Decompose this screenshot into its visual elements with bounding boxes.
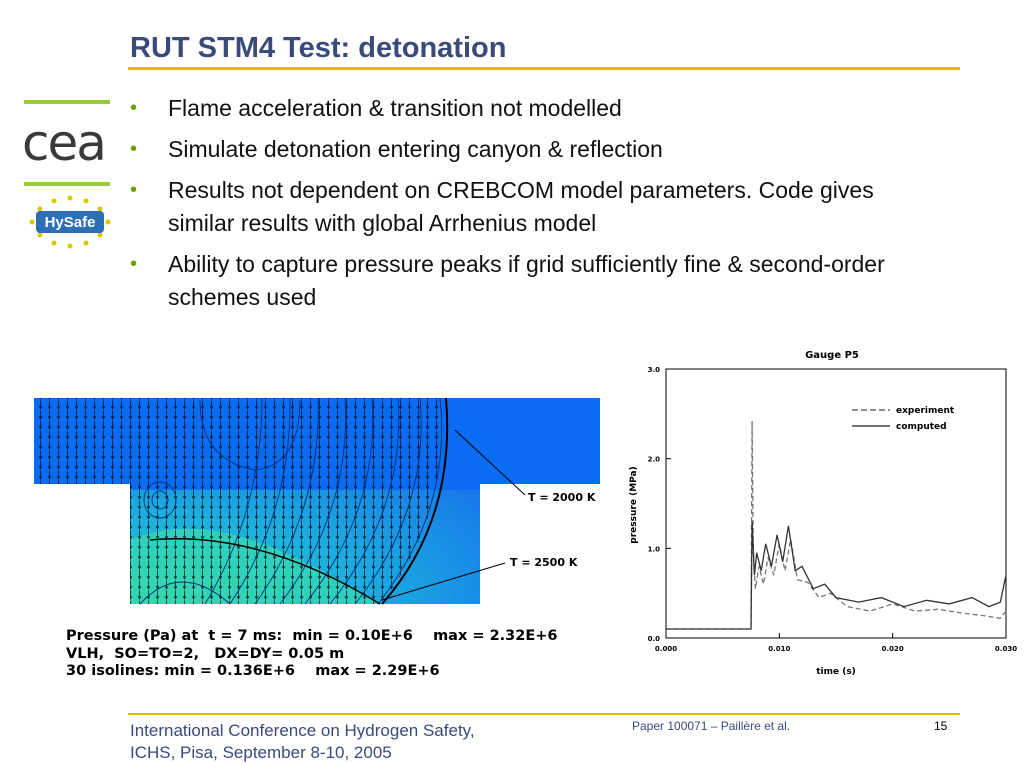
t2500-label: T = 2500 K <box>510 556 578 569</box>
t2000-leader <box>454 429 526 496</box>
legend-label: experiment <box>896 406 955 416</box>
t2000-label: T = 2000 K <box>528 491 596 504</box>
x-tick-label: 0.000 <box>655 645 677 653</box>
t2500-leader <box>381 562 506 601</box>
bullet-list: • Flame acceleration & transition not mod… <box>130 92 930 322</box>
y-axis-label: pressure (MPa) <box>629 466 639 543</box>
logo-line-top <box>24 100 110 104</box>
bullet-text: Results not dependent on CREBCOM model p… <box>168 177 874 236</box>
y-tick-label: 0.0 <box>648 635 661 643</box>
x-axis-label: time (s) <box>816 667 856 677</box>
bullet-marker: • <box>130 138 138 160</box>
simulation-figure: T = 2000 K T = 2500 K <box>34 397 600 605</box>
chart-title: Gauge P5 <box>805 350 859 361</box>
hysafe-logo: HySafe <box>29 195 111 249</box>
bullet-item: • Simulate detonation entering canyon & r… <box>130 133 930 166</box>
gauge-chart: Gauge P5 0.0 1.0 2.0 3.0 0.000 0.010 0.020 0.03… <box>629 350 1017 677</box>
hysafe-logo-text: HySafe <box>45 214 96 231</box>
caption-line: VLH, SO=TO=2, DX=DY= 0.05 m <box>66 645 345 662</box>
bullet-marker: • <box>130 253 138 275</box>
hysafe-stars <box>29 195 111 249</box>
plot-frame <box>665 368 1007 639</box>
title-underline <box>128 67 960 70</box>
footer-conference: International Conference on Hydrogen Saf… <box>130 720 475 764</box>
isolines <box>139 397 443 605</box>
bullet-marker: • <box>130 179 138 201</box>
bullet-text: Flame acceleration & transition not mode… <box>168 95 622 121</box>
caption-line: 30 isolines: min = 0.136E+6 max = 2.29E+… <box>66 663 440 679</box>
detonation-front <box>381 397 449 605</box>
y-tick-label: 3.0 <box>648 366 661 374</box>
footer-conference-line: International Conference on Hydrogen Saf… <box>130 721 475 740</box>
chart-legend: experiment computed <box>852 406 955 432</box>
caption-line: Pressure (Pa) at t = 7 ms: min = 0.10E+6… <box>66 628 558 644</box>
legend-label: computed <box>896 422 947 432</box>
bullet-text: Ability to capture pressure peaks if gri… <box>168 251 885 310</box>
logo-line-bottom <box>24 182 110 186</box>
bullet-item: • Ability to capture pressure peaks if gr… <box>130 248 930 314</box>
series-line-computed <box>666 521 1007 630</box>
x-tick-label: 0.010 <box>768 645 790 653</box>
bullet-marker: • <box>130 97 138 119</box>
x-tick-label: 0.020 <box>882 645 904 653</box>
cea-logo: cea <box>22 114 107 172</box>
bullet-item: • Flame acceleration & transition not mod… <box>130 92 930 125</box>
x-tick-label: 0.030 <box>995 645 1017 653</box>
series-line-experiment <box>666 420 1007 630</box>
bullet-item: • Results not dependent on CREBCOM model … <box>130 174 930 240</box>
footer-paper-ref: Paper 100071 – Paillère et al. <box>632 719 791 733</box>
slide-title: RUT STM4 Test: detonation <box>130 32 507 64</box>
bullet-text: Simulate detonation entering canyon & re… <box>168 136 663 162</box>
y-tick-label: 1.0 <box>648 545 661 553</box>
footer-conference-line: ICHS, Pisa, September 8-10, 2005 <box>130 743 392 762</box>
footer-rule <box>128 713 960 715</box>
vector-field <box>34 398 442 604</box>
page-number: 15 <box>934 719 948 733</box>
simulation-caption: Pressure (Pa) at t = 7 ms: min = 0.10E+6… <box>66 628 558 681</box>
y-tick-label: 2.0 <box>648 456 661 464</box>
